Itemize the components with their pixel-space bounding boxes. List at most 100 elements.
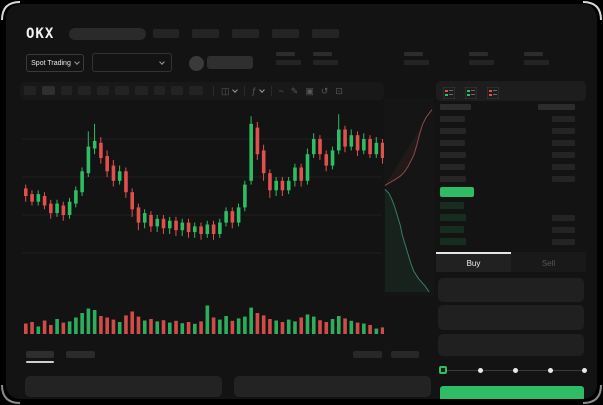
orderbook-header-right bbox=[538, 104, 575, 110]
undo-history-icon[interactable]: ↺ bbox=[320, 85, 329, 96]
active-tab-underline bbox=[26, 361, 54, 363]
slider-step-dot[interactable] bbox=[513, 368, 518, 373]
fullscreen-icon[interactable]: ⊡ bbox=[335, 85, 343, 96]
ask-row-price[interactable] bbox=[440, 152, 466, 158]
tab-buy[interactable]: Buy bbox=[436, 252, 511, 272]
interval-button[interactable] bbox=[78, 86, 91, 95]
bottom-tool-bar[interactable] bbox=[391, 351, 419, 358]
indicators-icon[interactable]: ƒ bbox=[252, 86, 265, 96]
top-nav bbox=[153, 29, 339, 38]
sell-tab-label: Sell bbox=[541, 258, 556, 268]
book-bids-icon[interactable] bbox=[464, 86, 478, 100]
bid-row-amount bbox=[552, 239, 575, 245]
ticker-stat bbox=[313, 52, 338, 65]
interval-button[interactable] bbox=[24, 86, 36, 95]
orderbook-view-toggles bbox=[442, 86, 500, 100]
trade-action-button[interactable] bbox=[207, 56, 253, 69]
bid-row-price[interactable] bbox=[440, 238, 466, 245]
nav-item[interactable] bbox=[272, 29, 299, 38]
ask-row-price[interactable] bbox=[440, 176, 466, 182]
bottom-tab[interactable] bbox=[66, 351, 95, 358]
divider bbox=[270, 86, 272, 96]
ask-row-price[interactable] bbox=[440, 116, 465, 122]
ticker-stat bbox=[276, 52, 301, 65]
interval-button[interactable] bbox=[189, 86, 203, 95]
search-input[interactable] bbox=[69, 28, 146, 40]
nav-item[interactable] bbox=[312, 29, 339, 38]
ticker-stat-label bbox=[404, 52, 423, 56]
ticker-stat bbox=[469, 52, 494, 65]
ask-row-amount bbox=[552, 116, 575, 122]
interval-button[interactable] bbox=[154, 86, 165, 95]
order-form-tabs: Buy Sell bbox=[436, 252, 586, 272]
bid-row-price[interactable] bbox=[440, 226, 464, 233]
ask-row-amount bbox=[552, 176, 575, 182]
ticker-stat-value bbox=[469, 60, 494, 65]
ticker-stat-label bbox=[524, 52, 543, 56]
buy-submit-button[interactable] bbox=[440, 386, 584, 399]
chart-type-icon: ◫ bbox=[221, 85, 230, 96]
chart-type-icon[interactable]: ◫ bbox=[221, 85, 238, 97]
tab-sell[interactable]: Sell bbox=[511, 252, 586, 272]
order-input-field[interactable] bbox=[438, 305, 584, 330]
bid-row-amount bbox=[552, 227, 575, 233]
ticker-stat-value bbox=[404, 60, 429, 65]
ticker-stat-label bbox=[276, 52, 295, 56]
depth-chart bbox=[384, 98, 434, 296]
buy-tab-label: Buy bbox=[466, 258, 481, 268]
market-type-label: Spot Trading bbox=[31, 59, 71, 67]
order-input-field[interactable] bbox=[438, 334, 584, 356]
pair-selector-dropdown[interactable] bbox=[92, 53, 172, 72]
ticker-stat-label bbox=[313, 52, 332, 56]
chart-tool-icons: ◫ ƒ ~ ✎ ▣ ↺ ⊡ bbox=[213, 84, 343, 98]
nav-item[interactable] bbox=[232, 29, 259, 38]
chevron-down-icon bbox=[231, 87, 238, 93]
market-type-dropdown[interactable]: Spot Trading bbox=[26, 54, 84, 72]
amount-slider-handle[interactable] bbox=[439, 366, 447, 374]
ask-row-amount bbox=[552, 140, 575, 146]
slider-step-dot[interactable] bbox=[548, 368, 553, 373]
bottom-tool-bar[interactable] bbox=[353, 351, 382, 358]
orderbook-header-left bbox=[440, 104, 471, 110]
line-tool-icon[interactable]: ~ bbox=[278, 86, 284, 96]
book-asks-icon[interactable] bbox=[486, 86, 500, 100]
chevron-down-icon bbox=[258, 87, 265, 93]
interval-button[interactable] bbox=[171, 86, 183, 95]
okx-logo: OKX bbox=[26, 26, 55, 42]
ask-row-price[interactable] bbox=[440, 164, 465, 170]
slider-step-dot[interactable] bbox=[582, 368, 587, 373]
nav-item[interactable] bbox=[153, 29, 179, 38]
order-input-field[interactable] bbox=[438, 278, 584, 302]
interval-button[interactable] bbox=[115, 86, 129, 95]
bottom-tab[interactable] bbox=[26, 351, 54, 358]
chevron-down-icon bbox=[159, 58, 165, 65]
ticker-stat-label bbox=[469, 52, 488, 56]
ticker-stat bbox=[404, 52, 429, 65]
bid-row-price[interactable] bbox=[440, 202, 464, 209]
ask-row-price[interactable] bbox=[440, 128, 466, 134]
ask-row-price[interactable] bbox=[440, 140, 465, 146]
book-both-icon[interactable] bbox=[442, 86, 456, 100]
app-window: OKX Spot Trading ◫ ƒ ~ ✎ ▣ ↺ ⊡ Buy Sell bbox=[6, 4, 597, 399]
draw-tool-icon[interactable]: ✎ bbox=[290, 85, 299, 96]
ask-row-amount bbox=[552, 164, 575, 170]
divider bbox=[213, 86, 214, 96]
interval-button[interactable] bbox=[135, 86, 148, 95]
nav-item[interactable] bbox=[192, 29, 219, 38]
slider-step-dot[interactable] bbox=[478, 368, 483, 373]
screenshot-icon[interactable]: ▣ bbox=[305, 85, 314, 96]
bid-row-amount bbox=[552, 215, 575, 221]
orderbook-toolbar-strip bbox=[436, 81, 586, 101]
ticker-stat-value bbox=[276, 60, 301, 65]
ask-row-amount bbox=[552, 152, 575, 158]
interval-button[interactable] bbox=[97, 86, 109, 95]
interval-button[interactable] bbox=[61, 86, 72, 95]
candlestick-chart[interactable] bbox=[20, 98, 384, 296]
chevron-down-icon bbox=[74, 59, 80, 65]
ticker-stat-value bbox=[313, 60, 338, 65]
avatar[interactable] bbox=[189, 56, 204, 71]
bid-row-price[interactable] bbox=[440, 214, 466, 221]
interval-button[interactable] bbox=[42, 86, 55, 95]
divider bbox=[243, 86, 245, 96]
